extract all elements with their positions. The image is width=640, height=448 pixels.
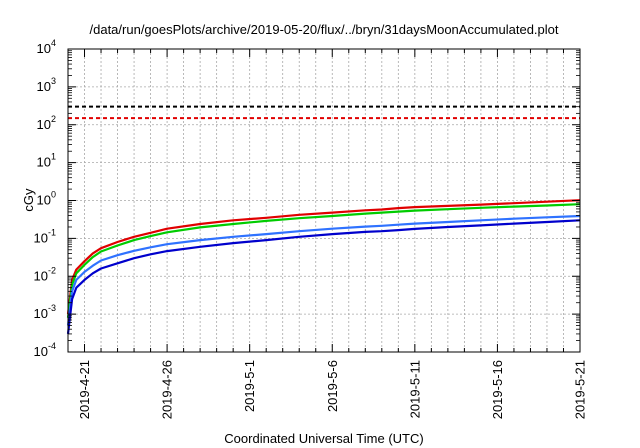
y-tick-exponent: 1 xyxy=(51,152,56,162)
y-tick-exponent: 2 xyxy=(51,114,56,124)
grid xyxy=(68,49,580,352)
x-tick-label: 2019-4-21 xyxy=(77,360,92,419)
series-line xyxy=(66,203,581,318)
x-tick-labels: 2019-4-21 2019-4-26 2019-5-1 2019-5-6 2019-5… xyxy=(77,360,587,419)
chart-title: /data/run/goesPlots/archive/2019-05-20/f… xyxy=(90,22,559,37)
data-series xyxy=(66,199,581,335)
y-tick-exponent: -1 xyxy=(48,227,56,237)
threshold-lines xyxy=(68,105,580,120)
axis-ticks xyxy=(67,48,581,353)
x-tick-label: 2019-5-11 xyxy=(407,360,422,418)
y-tick-exponent: 4 xyxy=(51,38,56,48)
x-tick-label: 2019-4-26 xyxy=(160,360,175,419)
series-line xyxy=(66,199,581,315)
x-axis-label: Coordinated Universal Time (UTC) xyxy=(224,431,423,446)
x-tick-label: 2019-5-1 xyxy=(242,360,257,412)
y-tick-exponent: 0 xyxy=(51,190,56,200)
y-tick-exponent: -2 xyxy=(48,265,56,275)
series-line xyxy=(66,219,581,335)
x-tick-label: 2019-5-21 xyxy=(573,360,588,419)
y-tick-exponent: -4 xyxy=(48,341,56,351)
x-tick-label: 2019-5-16 xyxy=(490,360,505,419)
x-tick-label: 2019-5-6 xyxy=(325,360,340,412)
y-axis-label: cGy xyxy=(21,188,36,212)
series-line xyxy=(66,214,581,326)
y-tick-exponent: -3 xyxy=(48,303,56,313)
y-tick-exponent: 3 xyxy=(51,76,56,86)
